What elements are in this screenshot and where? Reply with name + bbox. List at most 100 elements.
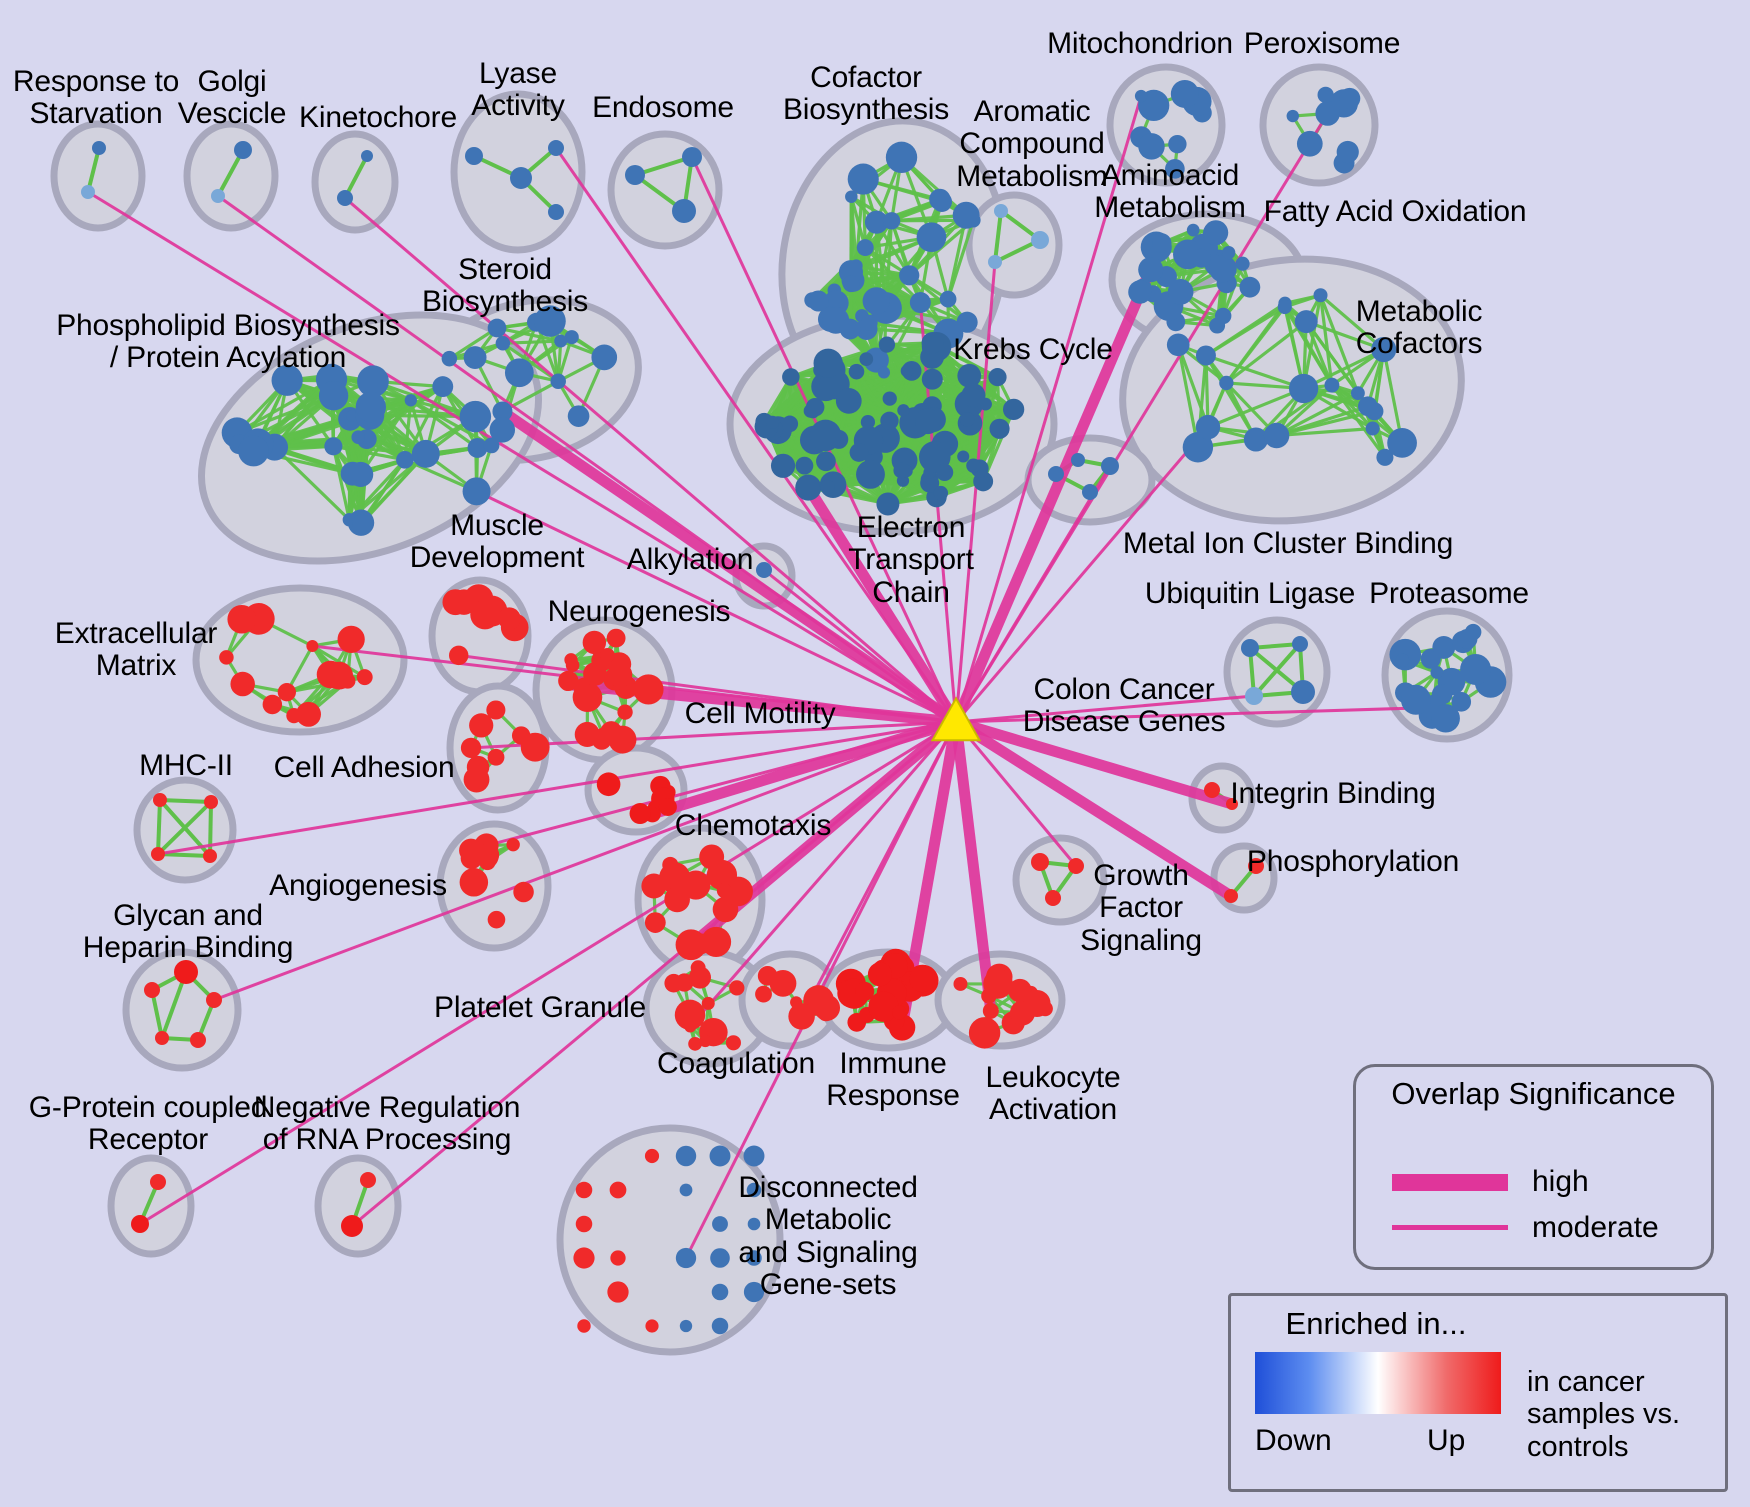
gene-set-node[interactable]	[81, 185, 95, 199]
gene-set-node[interactable]	[709, 1145, 731, 1167]
gene-set-node[interactable]	[356, 669, 373, 686]
gene-set-node[interactable]	[939, 290, 957, 308]
gene-set-node[interactable]	[1263, 422, 1290, 449]
gene-set-node[interactable]	[1138, 133, 1165, 160]
gene-set-node[interactable]	[469, 713, 494, 738]
gene-set-node[interactable]	[953, 976, 968, 991]
gene-set-node[interactable]	[1204, 782, 1220, 798]
gene-set-node[interactable]	[859, 352, 874, 367]
gene-set-node[interactable]	[1451, 692, 1472, 712]
gene-set-node[interactable]	[465, 147, 483, 165]
gene-set-node[interactable]	[357, 365, 389, 398]
gene-set-node[interactable]	[92, 141, 106, 155]
gene-set-node[interactable]	[1245, 687, 1263, 705]
gene-set-node[interactable]	[1241, 639, 1259, 657]
gene-set-node[interactable]	[1296, 130, 1323, 157]
gene-set-node[interactable]	[1151, 233, 1172, 253]
gene-set-node[interactable]	[743, 1281, 765, 1303]
gene-set-node[interactable]	[151, 847, 165, 861]
gene-set-node[interactable]	[878, 336, 896, 353]
gene-set-node[interactable]	[788, 1003, 815, 1030]
gene-set-node[interactable]	[1339, 87, 1361, 110]
gene-set-node[interactable]	[609, 1181, 627, 1199]
gene-set-node[interactable]	[672, 199, 696, 223]
gene-set-node[interactable]	[1294, 310, 1318, 334]
gene-set-node[interactable]	[1068, 858, 1084, 874]
gene-set-node[interactable]	[211, 189, 225, 203]
gene-set-node[interactable]	[1336, 140, 1359, 164]
gene-set-node[interactable]	[861, 314, 878, 331]
gene-set-node[interactable]	[1315, 101, 1340, 126]
gene-set-node[interactable]	[238, 435, 269, 467]
gene-set-node[interactable]	[1214, 307, 1232, 325]
gene-set-node[interactable]	[153, 793, 167, 807]
gene-set-node[interactable]	[360, 1172, 376, 1188]
gene-set-node[interactable]	[629, 803, 651, 825]
gene-set-node[interactable]	[952, 201, 980, 229]
gene-set-node[interactable]	[988, 255, 1002, 269]
gene-set-node[interactable]	[675, 1145, 697, 1167]
gene-set-node[interactable]	[190, 1032, 206, 1048]
gene-set-node[interactable]	[935, 463, 954, 481]
gene-set-node[interactable]	[1431, 704, 1460, 733]
gene-set-node[interactable]	[607, 662, 633, 688]
gene-set-node[interactable]	[487, 318, 507, 338]
gene-set-node[interactable]	[470, 599, 500, 630]
gene-set-node[interactable]	[1277, 299, 1292, 315]
gene-set-node[interactable]	[1031, 853, 1049, 871]
gene-set-node[interactable]	[1166, 333, 1190, 357]
gene-set-node[interactable]	[1400, 684, 1431, 715]
gene-set-node[interactable]	[462, 477, 491, 506]
gene-set-node[interactable]	[411, 439, 440, 468]
gene-set-node[interactable]	[929, 188, 951, 211]
gene-set-node[interactable]	[591, 344, 618, 371]
gene-set-node[interactable]	[625, 165, 645, 185]
gene-set-node[interactable]	[701, 996, 715, 1010]
gene-set-node[interactable]	[596, 772, 621, 797]
gene-set-node[interactable]	[575, 1215, 593, 1233]
gene-set-node[interactable]	[432, 376, 454, 398]
gene-set-node[interactable]	[746, 1250, 762, 1266]
gene-set-node[interactable]	[582, 630, 607, 655]
gene-set-node[interactable]	[206, 992, 222, 1008]
gene-set-node[interactable]	[644, 1148, 660, 1164]
gene-set-node[interactable]	[909, 966, 936, 993]
gene-set-node[interactable]	[688, 1036, 702, 1051]
gene-set-node[interactable]	[1313, 288, 1328, 303]
gene-set-node[interactable]	[959, 411, 975, 427]
gene-set-node[interactable]	[203, 849, 217, 863]
gene-set-node[interactable]	[885, 141, 918, 174]
gene-set-node[interactable]	[1460, 653, 1492, 685]
gene-set-node[interactable]	[644, 912, 666, 933]
gene-set-node[interactable]	[868, 991, 899, 1022]
gene-set-node[interactable]	[352, 514, 371, 533]
gene-set-node[interactable]	[988, 368, 1007, 387]
gene-set-node[interactable]	[548, 140, 564, 156]
gene-set-node[interactable]	[747, 1217, 761, 1231]
gene-set-node[interactable]	[725, 1035, 741, 1051]
gene-set-node[interactable]	[1195, 414, 1221, 440]
gene-set-node[interactable]	[880, 411, 899, 431]
gene-set-node[interactable]	[1291, 680, 1315, 704]
gene-set-node[interactable]	[483, 437, 500, 454]
hub-triangle[interactable]	[930, 696, 982, 742]
gene-set-node[interactable]	[816, 451, 836, 472]
gene-set-node[interactable]	[234, 141, 252, 159]
gene-set-node[interactable]	[262, 694, 283, 715]
gene-set-node[interactable]	[600, 647, 615, 663]
gene-set-node[interactable]	[845, 190, 858, 203]
gene-set-node[interactable]	[155, 1031, 169, 1045]
gene-set-node[interactable]	[710, 1248, 730, 1268]
gene-set-node[interactable]	[855, 981, 875, 1001]
gene-set-node[interactable]	[548, 204, 564, 220]
gene-set-node[interactable]	[729, 980, 745, 996]
gene-set-node[interactable]	[957, 363, 982, 388]
gene-set-node[interactable]	[1365, 421, 1380, 436]
gene-set-node[interactable]	[564, 330, 579, 345]
gene-set-node[interactable]	[1168, 134, 1187, 154]
gene-set-node[interactable]	[966, 458, 981, 473]
gene-set-node[interactable]	[900, 364, 914, 378]
gene-set-node[interactable]	[765, 415, 780, 429]
gene-set-node[interactable]	[1071, 453, 1085, 467]
gene-set-node[interactable]	[915, 408, 941, 435]
